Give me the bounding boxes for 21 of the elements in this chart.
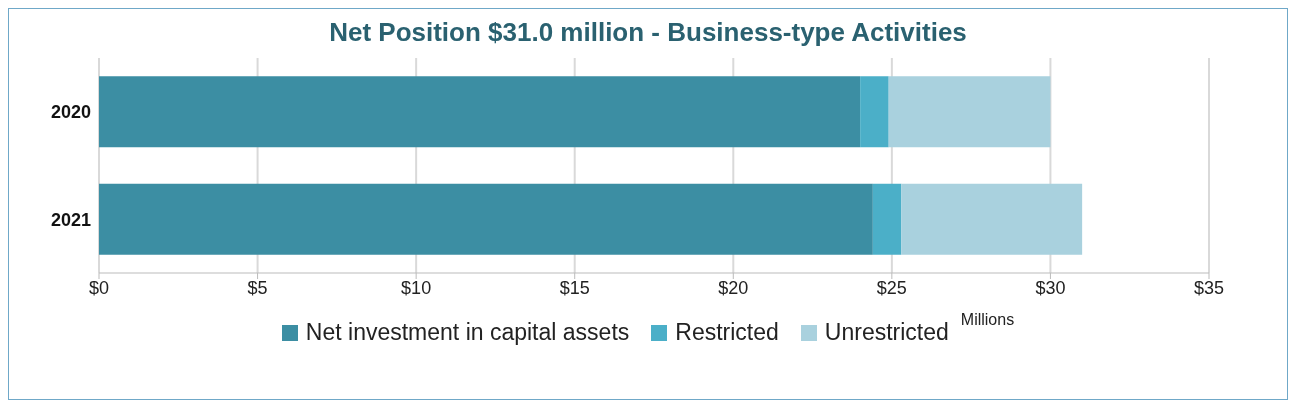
legend-label: Restricted (675, 319, 779, 346)
x-tick-label: $10 (401, 277, 432, 298)
x-axis-title: Millions (960, 311, 1015, 329)
legend-label: Unrestricted (824, 319, 949, 346)
bar (99, 183, 873, 255)
bar (888, 76, 1051, 148)
x-tick-label: $5 (247, 277, 268, 298)
x-tick-label: $30 (1035, 277, 1066, 298)
x-tick-label: $0 (88, 277, 110, 298)
x-tick-label: $20 (718, 277, 749, 298)
x-tick-label: $15 (559, 277, 590, 298)
x-tick-label: $35 (1193, 277, 1225, 298)
legend-label: Net investment in capital assets (305, 319, 630, 346)
bar (901, 183, 1083, 255)
bar (872, 183, 902, 255)
y-tick-label: 2021 (50, 209, 91, 230)
chart-title: Net Position $31.0 million - Business-type Activities (328, 17, 968, 48)
y-tick-label: 2020 (50, 102, 91, 123)
x-tick-label: $25 (876, 277, 907, 298)
bar (99, 76, 861, 148)
bar (860, 76, 889, 148)
